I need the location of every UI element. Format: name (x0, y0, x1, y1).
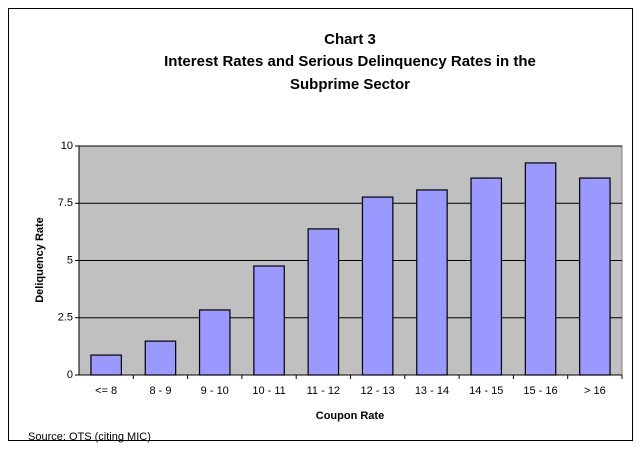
bar (470, 177, 503, 376)
bar (198, 309, 231, 376)
x-tick-label: 10 - 11 (252, 385, 285, 397)
bar (416, 189, 448, 376)
x-axis-title: Coupon Rate (316, 410, 384, 422)
x-tick-label: <= 8 (95, 385, 117, 397)
bar (144, 340, 177, 376)
y-tick-label: 10 (61, 140, 73, 152)
bar (90, 354, 122, 376)
y-tick-label: 5 (67, 254, 73, 266)
bar (524, 162, 557, 376)
x-tick-label: 11 - 12 (307, 385, 340, 397)
bar (361, 196, 394, 376)
chart-title: Subprime Sector (290, 76, 410, 93)
y-tick-label: 0 (67, 369, 73, 381)
bar (253, 265, 285, 376)
chart-title: Chart 3 (324, 31, 376, 48)
x-tick-label: > 16 (584, 385, 606, 397)
y-axis-title: Deliquency Rate (34, 217, 46, 303)
y-tick-label: 7.5 (58, 197, 73, 209)
x-tick-label: 8 - 9 (149, 385, 171, 397)
x-tick-label: 9 - 10 (201, 385, 229, 397)
source-note: Source: OTS (citing MIC) (28, 431, 151, 443)
bar (307, 228, 340, 376)
x-tick-label: 12 - 13 (361, 385, 395, 397)
bar (579, 177, 611, 376)
x-tick-label: 14 - 15 (469, 385, 503, 397)
y-tick-label: 2.5 (58, 312, 73, 324)
chart-title: Interest Rates and Serious Delinquency R… (164, 53, 536, 70)
x-tick-label: 15 - 16 (523, 385, 557, 397)
x-tick-label: 13 - 14 (415, 385, 449, 397)
